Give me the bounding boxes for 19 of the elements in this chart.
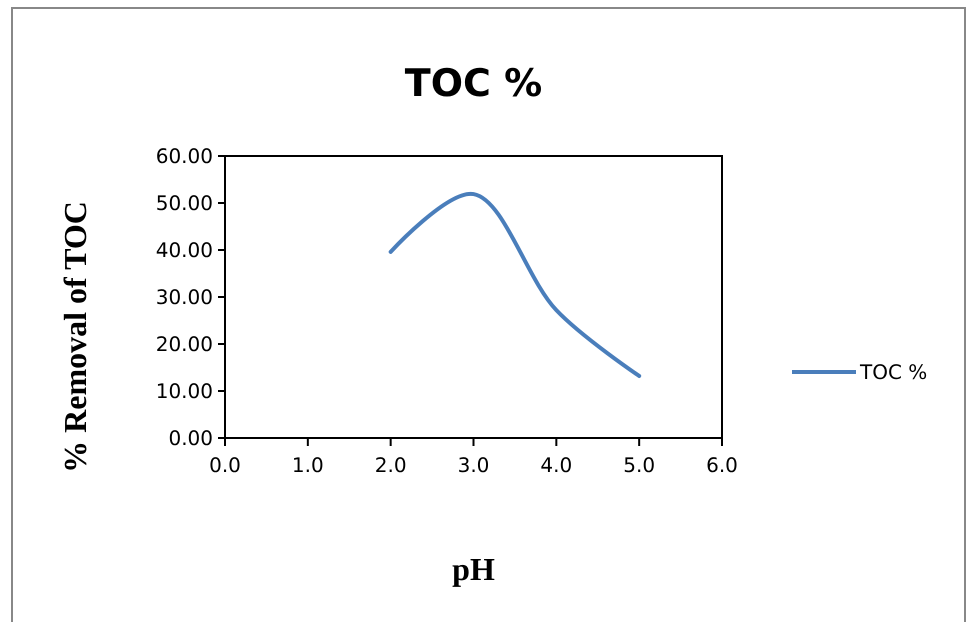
x-tick-label: 5.0 <box>623 453 656 477</box>
y-tick-label: 0.00 <box>168 426 213 450</box>
x-tick-label: 4.0 <box>540 453 572 477</box>
y-tick-label: 50.00 <box>156 191 213 215</box>
y-tick-label: 10.00 <box>156 379 213 403</box>
line-series <box>388 192 642 378</box>
y-tick-label: 30.00 <box>156 285 213 309</box>
x-tick-label: 2.0 <box>374 453 407 477</box>
x-tick-label: 3.0 <box>458 453 490 477</box>
x-tick-label: 6.0 <box>706 453 738 477</box>
legend-label: TOC % <box>859 360 928 384</box>
x-tick-label: 0.0 <box>209 453 241 477</box>
y-tick-label: 40.00 <box>156 238 213 262</box>
y-axis-title: % Removal of TOC <box>57 201 93 473</box>
y-tick-label: 20.00 <box>156 332 213 356</box>
x-tick-label: 1.0 <box>292 453 324 477</box>
chart-title: TOC % <box>404 61 542 105</box>
y-tick-label: 60.00 <box>156 144 213 168</box>
x-axis-title: pH <box>452 551 495 587</box>
